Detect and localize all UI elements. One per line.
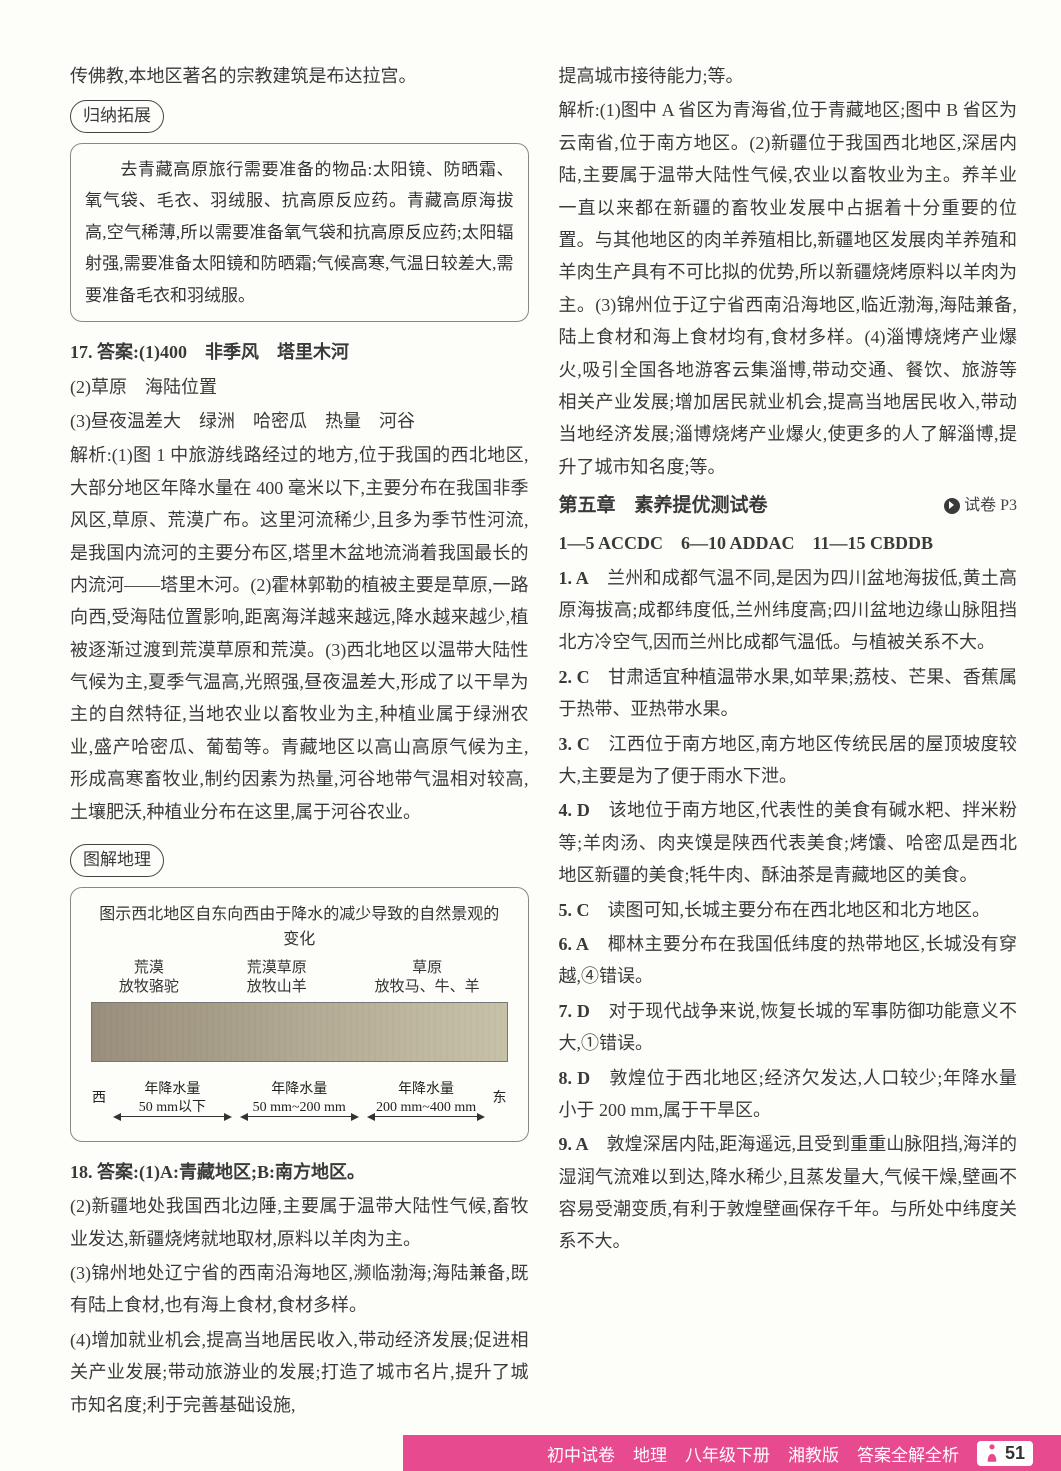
answer-text: 敦煌深居内陆,距海遥远,且受到重重山脉阻挡,海洋的湿润气流难以到达,降水稀少,且… <box>559 1134 1018 1251</box>
intro-text: 传佛教,本地区著名的宗教建筑是布达拉宫。 <box>70 60 529 92</box>
right-column: 提高城市接待能力;等。 解析:(1)图中 A 省区为青海省,位于青藏地区;图中 … <box>559 60 1018 1431</box>
q18-block: 18. 答案:(1)A:青藏地区;B:南方地区。 (2)新疆地处我国西北边陲,主… <box>70 1156 529 1421</box>
answer-number: 8. D <box>559 1068 591 1088</box>
q18-p2: (2)新疆地处我国西北边陲,主要属于温带大陆性气候,畜牧业发达,新疆烧烤就地取材… <box>70 1190 529 1255</box>
answer-item: 1. A 兰州和成都气温不同,是因为四川盆地海拔低,黄土高原海拔高;成都纬度低,… <box>559 562 1018 659</box>
answer-text: 甘肃适宜种植温带水果,如苹果;荔枝、芒果、香蕉属于热带、亚热带水果。 <box>559 667 1018 719</box>
rain-3: 年降水量 200 mm~400 mm <box>363 1064 490 1135</box>
answer-text: 对于现代战争来说,恢复长城的军事防御功能意义不大,①错误。 <box>559 1001 1018 1053</box>
diagram-top-labels: 荒漠 放牧骆驼 荒漠草原 放牧山羊 草原 放牧马、牛、羊 <box>85 959 514 998</box>
footer-a: 初中试卷 <box>547 1441 615 1466</box>
induction-box: 去青藏高原旅行需要准备的物品:太阳镜、防晒霜、氧气袋、毛衣、羽绒服、抗高原反应药… <box>70 143 529 322</box>
diagram-col-2: 荒漠草原 放牧山羊 <box>247 959 307 998</box>
rain-2-text: 年降水量 50 mm~200 mm <box>253 1082 346 1115</box>
q18-p4: (4)增加就业机会,提高当地居民收入,带动经济发展;促进相关产业发展;带动旅游业… <box>70 1324 529 1421</box>
rain-1: 年降水量 50 mm以下 <box>109 1064 236 1135</box>
answer-item: 5. C 读图可知,长城主要分布在西北地区和北方地区。 <box>559 894 1018 926</box>
diagram-box: 图示西北地区自东向西由于降水的减少导致的自然景观的变化 荒漠 放牧骆驼 荒漠草原… <box>70 887 529 1142</box>
induction-tag: 归纳拓展 <box>70 100 164 133</box>
answer-number: 2. C <box>559 667 590 687</box>
answer-number: 4. D <box>559 800 590 820</box>
answer-number: 5. C <box>559 900 590 920</box>
diagram-band <box>91 1002 508 1062</box>
answer-text: 江西位于南方地区,南方地区传统民居的屋顶坡度较大,主要是为了便于雨水下泄。 <box>559 734 1018 786</box>
diagram-bottom-row: 西 年降水量 50 mm以下 年降水量 50 mm~200 mm 年降水量 20… <box>89 1064 510 1135</box>
q17-analysis: 解析:(1)图 1 中旅游线路经过的地方,位于我国的西北地区,大部分地区年降水量… <box>70 439 529 828</box>
page-number-text: 51 <box>1005 1443 1025 1464</box>
arrow-3 <box>369 1116 484 1117</box>
section-ref: 试卷 P3 <box>944 492 1017 521</box>
footer-e: 答案全解全析 <box>857 1441 959 1466</box>
answer-number: 1. A <box>559 568 589 588</box>
answers-list: 1. A 兰州和成都气温不同,是因为四川盆地海拔低,黄土高原海拔高;成都纬度低,… <box>559 562 1018 1258</box>
answer-text: 该地位于南方地区,代表性的美食有碱水粑、拌米粉等;羊肉汤、肉夹馍是陕西代表美食;… <box>559 800 1018 885</box>
play-icon <box>944 498 960 514</box>
left-column: 传佛教,本地区著名的宗教建筑是布达拉宫。 归纳拓展 去青藏高原旅行需要准备的物品… <box>70 60 529 1431</box>
diagram-col-1: 荒漠 放牧骆驼 <box>119 959 179 998</box>
diagram-tag: 图解地理 <box>70 844 164 877</box>
section-title: 第五章 素养提优测试卷 <box>559 489 768 523</box>
q17-line3: (3)昼夜温差大 绿洲 哈密瓜 热量 河谷 <box>70 405 529 437</box>
arrow-2 <box>242 1116 357 1117</box>
answer-item: 3. C 江西位于南方地区,南方地区传统民居的屋顶坡度较大,主要是为了便于雨水下… <box>559 728 1018 793</box>
diagram-title: 图示西北地区自东向西由于降水的减少导致的自然景观的变化 <box>85 898 514 957</box>
section-header: 第五章 素养提优测试卷 试卷 P3 <box>559 489 1018 523</box>
q17-block: 17. 答案:(1)400 非季风 塔里木河 (2)草原 海陆位置 (3)昼夜温… <box>70 336 529 828</box>
arrow-1 <box>115 1116 230 1117</box>
diagram-west: 西 <box>89 1086 109 1112</box>
answer-text: 椰林主要分布在我国低纬度的热带地区,长城没有穿越,④错误。 <box>559 934 1018 986</box>
answer-number: 3. C <box>559 734 590 754</box>
answer-item: 6. A 椰林主要分布在我国低纬度的热带地区,长城没有穿越,④错误。 <box>559 928 1018 993</box>
answers-summary: 1—5 ACCDC 6—10 ADDAC 11—15 CBDDB <box>559 527 1018 559</box>
answer-item: 2. C 甘肃适宜种植温带水果,如苹果;荔枝、芒果、香蕉属于热带、亚热带水果。 <box>559 661 1018 726</box>
q18-p3: (3)锦州地处辽宁省的西南沿海地区,濒临渤海;海陆兼备,既有陆上食材,也有海上食… <box>70 1257 529 1322</box>
analysis18: 解析:(1)图中 A 省区为青海省,位于青藏地区;图中 B 省区为云南省,位于南… <box>559 94 1018 483</box>
two-columns: 传佛教,本地区著名的宗教建筑是布达拉宫。 归纳拓展 去青藏高原旅行需要准备的物品… <box>70 60 1017 1431</box>
rain-2: 年降水量 50 mm~200 mm <box>236 1064 363 1135</box>
cont-text: 提高城市接待能力;等。 <box>559 60 1018 92</box>
diagram-col-3: 草原 放牧马、牛、羊 <box>375 959 480 998</box>
answer-item: 8. D 敦煌位于西北地区;经济欠发达,人口较少;年降水量小于 200 mm,属… <box>559 1062 1018 1127</box>
footer-c: 八年级下册 <box>685 1441 770 1466</box>
answer-number: 7. D <box>559 1001 590 1021</box>
answer-item: 9. A 敦煌深居内陆,距海遥远,且受到重重山脉阻挡,海洋的湿润气流难以到达,降… <box>559 1128 1018 1258</box>
footer-d: 湘教版 <box>788 1441 839 1466</box>
answer-text: 读图可知,长城主要分布在西北地区和北方地区。 <box>590 900 991 920</box>
footer-b: 地理 <box>633 1441 667 1466</box>
answer-number: 6. A <box>559 934 589 954</box>
q17-head: 17. 答案:(1)400 非季风 塔里木河 <box>70 336 529 368</box>
page: 传佛教,本地区著名的宗教建筑是布达拉宫。 归纳拓展 去青藏高原旅行需要准备的物品… <box>0 0 1061 1471</box>
answer-text: 兰州和成都气温不同,是因为四川盆地海拔低,黄土高原海拔高;成都纬度低,兰州纬度高… <box>559 568 1018 653</box>
rain-1-text: 年降水量 50 mm以下 <box>139 1082 206 1115</box>
section-ref-text: 试卷 P3 <box>964 492 1017 521</box>
q18-head: 18. 答案:(1)A:青藏地区;B:南方地区。 <box>70 1156 529 1188</box>
answer-number: 9. A <box>559 1134 589 1154</box>
answer-text: 敦煌位于西北地区;经济欠发达,人口较少;年降水量小于 200 mm,属于干旱区。 <box>559 1068 1018 1120</box>
footer-strip: 初中试卷 地理 八年级下册 湘教版 答案全解全析 51 <box>0 1435 1061 1471</box>
q17-line2: (2)草原 海陆位置 <box>70 371 529 403</box>
page-number: 51 <box>977 1441 1033 1466</box>
answer-item: 4. D 该地位于南方地区,代表性的美食有碱水粑、拌米粉等;羊肉汤、肉夹馍是陕西… <box>559 794 1018 891</box>
person-icon <box>985 1444 999 1462</box>
diagram-east: 东 <box>489 1086 509 1112</box>
rain-3-text: 年降水量 200 mm~400 mm <box>376 1082 476 1115</box>
answer-item: 7. D 对于现代战争来说,恢复长城的军事防御功能意义不大,①错误。 <box>559 995 1018 1060</box>
